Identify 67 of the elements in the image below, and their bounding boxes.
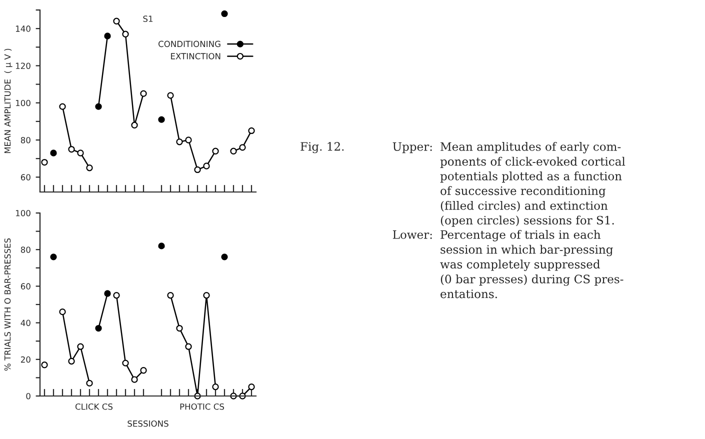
point	[122, 360, 129, 366]
point	[77, 343, 84, 350]
point	[131, 376, 138, 383]
legend-label: CONDITIONING	[158, 40, 220, 48]
annotation: S1	[143, 16, 153, 22]
point	[41, 362, 48, 368]
point	[212, 384, 219, 390]
y-tick-label: 60	[20, 283, 30, 290]
point	[230, 148, 237, 154]
point	[113, 292, 120, 299]
y-tick-label: 100	[16, 210, 30, 216]
point	[59, 103, 66, 110]
point	[77, 150, 84, 156]
point	[50, 254, 57, 260]
point	[221, 10, 228, 18]
point	[185, 343, 192, 350]
point	[176, 138, 183, 146]
legend-label: EXTINCTION	[171, 53, 220, 60]
point	[68, 358, 75, 365]
text: Percentage of trials in each session in which bar-pressing was completely suppressed (0 bar presses) during CS pres- entations.	[440, 230, 624, 298]
y-tick-label: 100	[16, 100, 30, 106]
point	[95, 324, 102, 332]
x-axis-title: SESSIONS	[128, 420, 168, 427]
point	[104, 32, 111, 40]
point	[239, 144, 246, 151]
point	[140, 367, 147, 374]
point	[212, 148, 219, 154]
point	[50, 150, 57, 156]
point	[95, 103, 102, 110]
y-axis-title: % TRIALS WITH O BAR-PRESSES	[4, 238, 11, 371]
point	[140, 90, 147, 97]
point	[167, 92, 174, 99]
point	[131, 122, 138, 128]
y-tick-label: 0	[26, 392, 30, 400]
point	[41, 158, 48, 166]
point	[203, 292, 210, 299]
point	[68, 146, 75, 153]
point	[113, 18, 120, 24]
point	[176, 324, 183, 332]
text: CLICK CS	[75, 403, 113, 410]
y-axis-title: MEAN AMPLITUDE ( µ V )	[4, 48, 12, 154]
point	[86, 380, 93, 387]
point	[122, 30, 129, 38]
point	[59, 308, 66, 316]
y-tick-label: 140	[16, 26, 30, 32]
text: Upper:	[392, 142, 432, 154]
y-tick-label: 80	[20, 246, 30, 253]
point	[86, 164, 93, 172]
text: Lower:	[392, 230, 432, 239]
point	[104, 290, 111, 297]
point	[248, 127, 255, 134]
text: Mean amplitudes of early com- ponents of click-evoked cortical potentials plotted as a function of successive reconditioning (filled circles) and extinction (open circles) sessions for S1.	[440, 142, 626, 227]
y-tick-label: 40	[20, 320, 30, 326]
text: PHOTIC CS	[180, 403, 224, 410]
y-tick-label: 60	[20, 174, 30, 180]
caption: Fig. 12.	[300, 142, 344, 154]
point	[221, 254, 228, 260]
point	[158, 242, 165, 250]
point	[158, 116, 165, 123]
y-tick-label: 80	[20, 136, 30, 144]
point	[203, 162, 210, 170]
y-tick-label: 120	[16, 62, 30, 69]
point	[194, 166, 201, 174]
point	[167, 292, 174, 299]
y-tick-label: 20	[20, 356, 30, 363]
point	[248, 384, 255, 390]
point	[185, 136, 192, 144]
